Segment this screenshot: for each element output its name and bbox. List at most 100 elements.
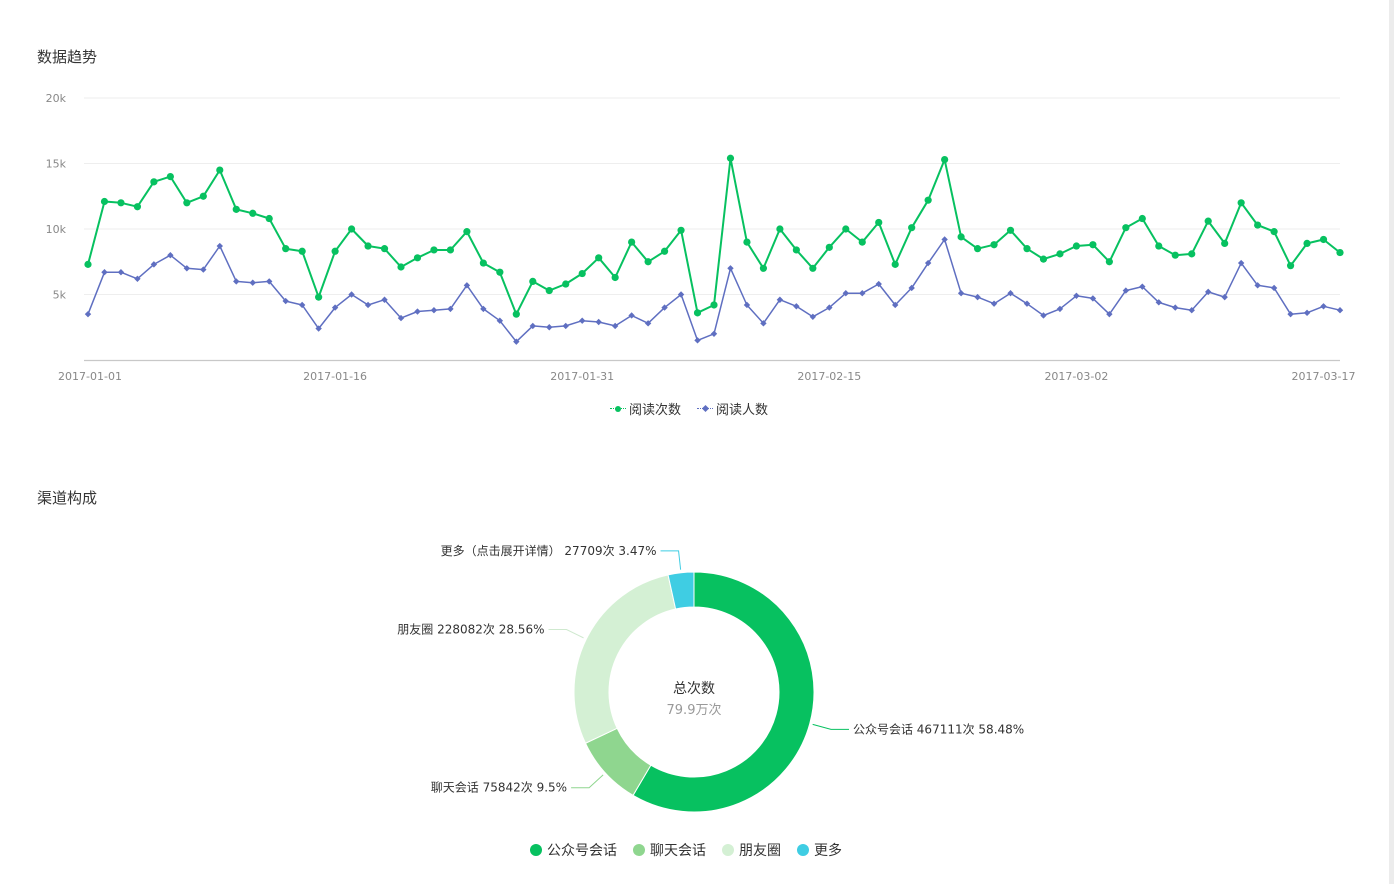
data-point[interactable] — [150, 261, 158, 268]
data-point[interactable] — [1221, 293, 1228, 301]
data-point[interactable] — [1122, 287, 1130, 294]
data-point[interactable] — [1006, 226, 1015, 234]
data-point[interactable] — [710, 301, 718, 309]
data-point[interactable] — [117, 269, 125, 276]
data-point[interactable] — [579, 317, 586, 324]
data-point[interactable] — [232, 205, 240, 213]
data-point[interactable] — [463, 228, 471, 236]
data-point[interactable] — [727, 265, 734, 272]
data-point[interactable] — [990, 241, 998, 249]
data-point[interactable] — [974, 293, 981, 301]
data-point[interactable] — [265, 214, 273, 223]
data-point[interactable] — [315, 325, 322, 332]
data-point[interactable] — [1205, 288, 1212, 296]
data-point[interactable] — [397, 263, 405, 271]
data-point[interactable] — [1023, 300, 1031, 307]
data-point[interactable] — [743, 238, 751, 246]
data-point[interactable] — [315, 293, 323, 301]
data-point[interactable] — [1270, 228, 1278, 236]
data-point[interactable] — [628, 238, 636, 246]
data-point[interactable] — [1122, 224, 1130, 232]
data-point[interactable] — [776, 296, 784, 303]
data-point[interactable] — [413, 254, 422, 262]
data-point[interactable] — [331, 304, 339, 311]
data-point[interactable] — [1056, 250, 1064, 258]
data-point[interactable] — [529, 277, 537, 285]
legend-item-reads[interactable]: 阅读次数 — [610, 399, 681, 418]
data-point[interactable] — [364, 301, 372, 309]
data-point[interactable] — [1320, 303, 1327, 310]
data-point[interactable] — [1039, 255, 1048, 263]
data-point[interactable] — [1237, 199, 1245, 207]
data-point[interactable] — [1155, 299, 1162, 306]
data-point[interactable] — [117, 199, 125, 207]
data-point[interactable] — [282, 245, 290, 253]
data-point[interactable] — [1270, 284, 1278, 292]
data-point[interactable] — [1040, 312, 1047, 319]
data-point[interactable] — [842, 225, 850, 233]
data-point[interactable] — [101, 269, 108, 276]
data-point[interactable] — [1319, 235, 1328, 244]
data-point[interactable] — [430, 307, 438, 314]
data-point[interactable] — [414, 308, 421, 315]
data-point[interactable] — [644, 258, 652, 266]
data-point[interactable] — [266, 278, 273, 285]
data-point[interactable] — [183, 265, 191, 272]
data-point[interactable] — [1172, 304, 1179, 311]
scrollbar[interactable] — [1389, 0, 1394, 884]
data-point[interactable] — [150, 178, 158, 186]
data-point[interactable] — [892, 301, 899, 309]
data-point[interactable] — [430, 246, 438, 254]
data-point[interactable] — [562, 322, 569, 330]
data-point[interactable] — [216, 242, 223, 250]
data-point[interactable] — [858, 238, 866, 246]
data-point[interactable] — [1155, 242, 1163, 250]
donut-slice[interactable] — [632, 571, 815, 813]
data-point[interactable] — [446, 246, 455, 254]
data-point[interactable] — [1139, 283, 1146, 290]
data-point[interactable] — [908, 224, 916, 232]
data-point[interactable] — [710, 330, 718, 337]
data-point[interactable] — [1336, 248, 1344, 257]
data-point[interactable] — [1105, 258, 1113, 266]
data-point[interactable] — [611, 273, 619, 282]
data-point[interactable] — [973, 245, 982, 253]
data-point[interactable] — [661, 304, 668, 311]
data-point[interactable] — [512, 310, 520, 318]
data-point[interactable] — [825, 243, 833, 251]
data-point[interactable] — [842, 289, 849, 297]
data-point[interactable] — [166, 173, 174, 181]
data-point[interactable] — [496, 268, 504, 276]
data-point[interactable] — [957, 289, 965, 297]
data-point[interactable] — [859, 289, 866, 297]
data-point[interactable] — [595, 254, 603, 262]
data-point[interactable] — [776, 225, 784, 233]
data-point[interactable] — [1303, 309, 1311, 317]
data-point[interactable] — [100, 197, 109, 206]
data-point[interactable] — [546, 324, 553, 331]
data-point[interactable] — [331, 247, 339, 255]
data-point[interactable] — [941, 155, 949, 164]
legend-item-official-chat[interactable]: 公众号会话 — [530, 840, 617, 860]
data-point[interactable] — [628, 312, 635, 319]
data-point[interactable] — [792, 246, 800, 254]
data-point[interactable] — [84, 310, 92, 318]
data-point[interactable] — [1073, 292, 1080, 300]
data-point[interactable] — [200, 266, 207, 273]
data-point[interactable] — [199, 192, 207, 200]
data-point[interactable] — [677, 226, 685, 234]
donut-slice[interactable] — [667, 571, 695, 610]
data-point[interactable] — [1089, 295, 1097, 302]
data-point[interactable] — [595, 318, 602, 326]
legend-item-more[interactable]: 更多 — [797, 840, 842, 860]
data-point[interactable] — [924, 196, 932, 204]
data-point[interactable] — [990, 300, 998, 307]
data-point[interactable] — [793, 303, 800, 310]
data-point[interactable] — [726, 154, 735, 162]
data-point[interactable] — [479, 259, 487, 267]
data-point[interactable] — [1254, 221, 1262, 229]
data-point[interactable] — [183, 199, 191, 207]
data-point[interactable] — [496, 317, 504, 324]
data-point[interactable] — [1204, 217, 1212, 225]
data-point[interactable] — [1286, 262, 1295, 270]
